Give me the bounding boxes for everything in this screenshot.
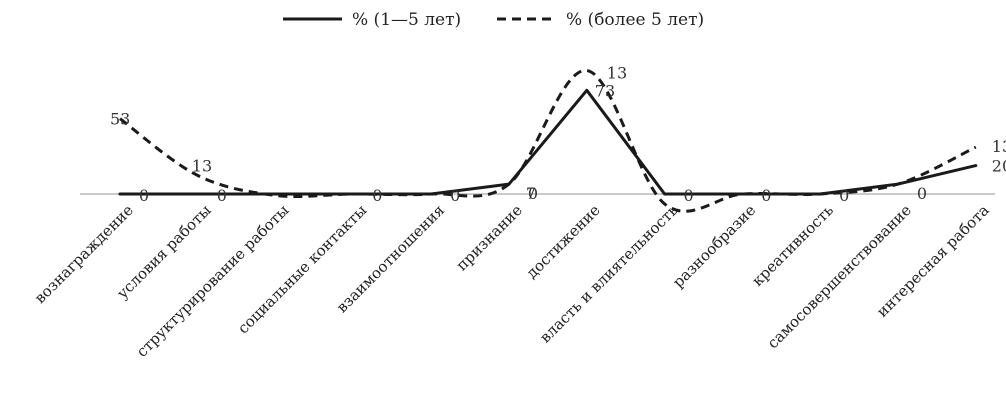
data-label-s2-7: 13 xyxy=(607,64,627,83)
x-tick-label-4: социальные контакты xyxy=(234,201,370,337)
legend-label-series-2: % (более 5 лет) xyxy=(566,10,704,30)
legend-label-series-1: % (1—5 лет) xyxy=(352,10,461,30)
data-labels: 0000773000205313013013 xyxy=(110,64,1006,206)
x-tick-label-8: власть и влиятельность xyxy=(536,201,681,346)
data-label-s2-1: 53 xyxy=(110,110,130,129)
data-label-s1-5: 0 xyxy=(450,186,460,205)
legend: % (1—5 лет) % (более 5 лет) xyxy=(283,10,704,30)
x-tick-label-7: достижение xyxy=(523,201,604,282)
x-tick-label-3: структурирование работы xyxy=(133,201,293,361)
data-label-s2-12: 13 xyxy=(992,137,1006,156)
data-label-s2-6: 0 xyxy=(528,184,538,203)
x-tick-label-11: самосовершенствование xyxy=(764,201,915,352)
data-label-s1-2: 0 xyxy=(217,186,227,205)
data-label-s1-4: 0 xyxy=(372,186,382,205)
series-lines xyxy=(118,69,978,213)
data-label-s1-10: 0 xyxy=(839,186,849,205)
data-label-s1-1: 0 xyxy=(139,186,149,205)
data-label-s1-6: 7 xyxy=(526,184,536,203)
data-label-s1-8: 0 xyxy=(684,186,694,205)
series-line-1 xyxy=(118,88,978,196)
data-label-s2-11: 0 xyxy=(917,184,927,203)
x-tick-label-9: разнообразие xyxy=(669,201,759,291)
data-label-s1-9: 0 xyxy=(761,186,771,205)
data-label-s2-2: 13 xyxy=(192,157,212,176)
data-label-s1-12: 20 xyxy=(992,157,1006,176)
x-tick-label-6: признание xyxy=(453,201,526,274)
data-label-s1-7: 73 xyxy=(595,81,615,100)
x-tick-label-10: креативность xyxy=(748,201,837,290)
